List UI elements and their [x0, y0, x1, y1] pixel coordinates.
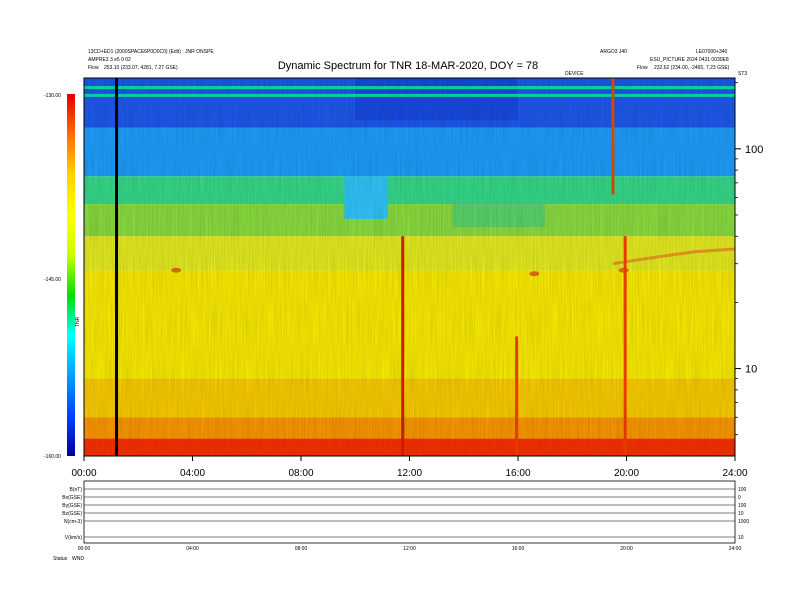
header-left-line3-label: Flow	[88, 65, 99, 71]
colorbar-axis-label: TNR	[75, 316, 81, 327]
colorbar	[67, 94, 75, 456]
header-right-corner: ST3	[738, 71, 747, 77]
header-left-line1: 13CD+ED1 (2000SPACE6P0D0C0) (Edit) : JNR…	[88, 49, 214, 55]
y-tick-label: 100	[745, 144, 763, 156]
x-tick-label: 20:00	[614, 468, 639, 479]
y-tick-label: 10	[745, 364, 757, 376]
bottom-x-tick-label: 12:00	[403, 546, 416, 552]
bottom-row-label: V(km/s)	[65, 535, 83, 541]
header-right-line3-label: Flow	[637, 65, 648, 71]
y-axis-right: 100 10	[735, 82, 763, 436]
bottom-row-value: 10	[738, 511, 744, 517]
x-tick-label: 00:00	[71, 468, 96, 479]
bottom-x-tick-label: 08:00	[295, 546, 308, 552]
header-right-line1b: LE07000+340	[696, 49, 728, 55]
x-tick-label: 24:00	[722, 468, 747, 479]
bottom-row-value: 1000	[738, 519, 749, 525]
bottom-x-tick-label: 00:00	[78, 546, 91, 552]
bottom-row-label: By(GSE)	[62, 503, 82, 509]
bottom-row-value: 10	[738, 535, 744, 541]
bottom-x-tick-label: 04:00	[186, 546, 199, 552]
event-label: DEVICE	[565, 71, 584, 77]
bottom-panel: B(nT) 100 Bx(GSE) 0 By(GSE) 100 Bz(GSE) 10 N(cm-…	[62, 480, 749, 552]
footer-value: WND	[72, 556, 84, 562]
header-right-line2: ESU_PICTURE 2024 0431 0030E8	[650, 57, 729, 63]
bottom-x-tick-label: 16:00	[512, 546, 525, 552]
bottom-row-label: B(nT)	[70, 487, 83, 493]
bottom-row-label: Bz(GSE)	[62, 511, 82, 517]
header-left-line2: AMPRE3 3 e5 0 02	[88, 57, 131, 63]
bottom-row-value: 0	[738, 495, 741, 501]
bottom-row-value: 100	[738, 487, 747, 493]
x-tick-label: 12:00	[397, 468, 422, 479]
x-tick-label: 08:00	[288, 468, 313, 479]
colorbar-top-label: -130.00	[44, 93, 61, 99]
bottom-panel-frame	[83, 480, 736, 544]
header-left-line3: 253.10 (233.07, 4281, 7.27 GSE)	[104, 65, 178, 71]
footer-label: Status	[53, 556, 68, 562]
bottom-x-tick-label: 24:00	[729, 546, 742, 552]
x-tick-label: 04:00	[180, 468, 205, 479]
bottom-row-value: 100	[738, 503, 747, 509]
colorbar-bottom-label: -160.00	[44, 454, 61, 460]
bottom-row-label: N(cm-3)	[64, 519, 82, 525]
spectrogram-texture	[84, 78, 735, 456]
chart-title: Dynamic Spectrum for TNR 18-MAR-2020, DO…	[278, 60, 538, 72]
header-right-line1: ARGO3 J40	[600, 49, 627, 55]
header-right-line3: 232.62 (234.00, -2465, 7.23 GSE)	[654, 65, 730, 71]
bottom-row-label: Bx(GSE)	[62, 495, 82, 501]
x-tick-label: 16:00	[505, 468, 530, 479]
colorbar-mid-label: -145.00	[44, 277, 61, 283]
bottom-x-tick-label: 20:00	[620, 546, 633, 552]
x-axis: 00:00 04:00 08:00 12:00 16:00 20:00 24:00	[71, 456, 748, 479]
